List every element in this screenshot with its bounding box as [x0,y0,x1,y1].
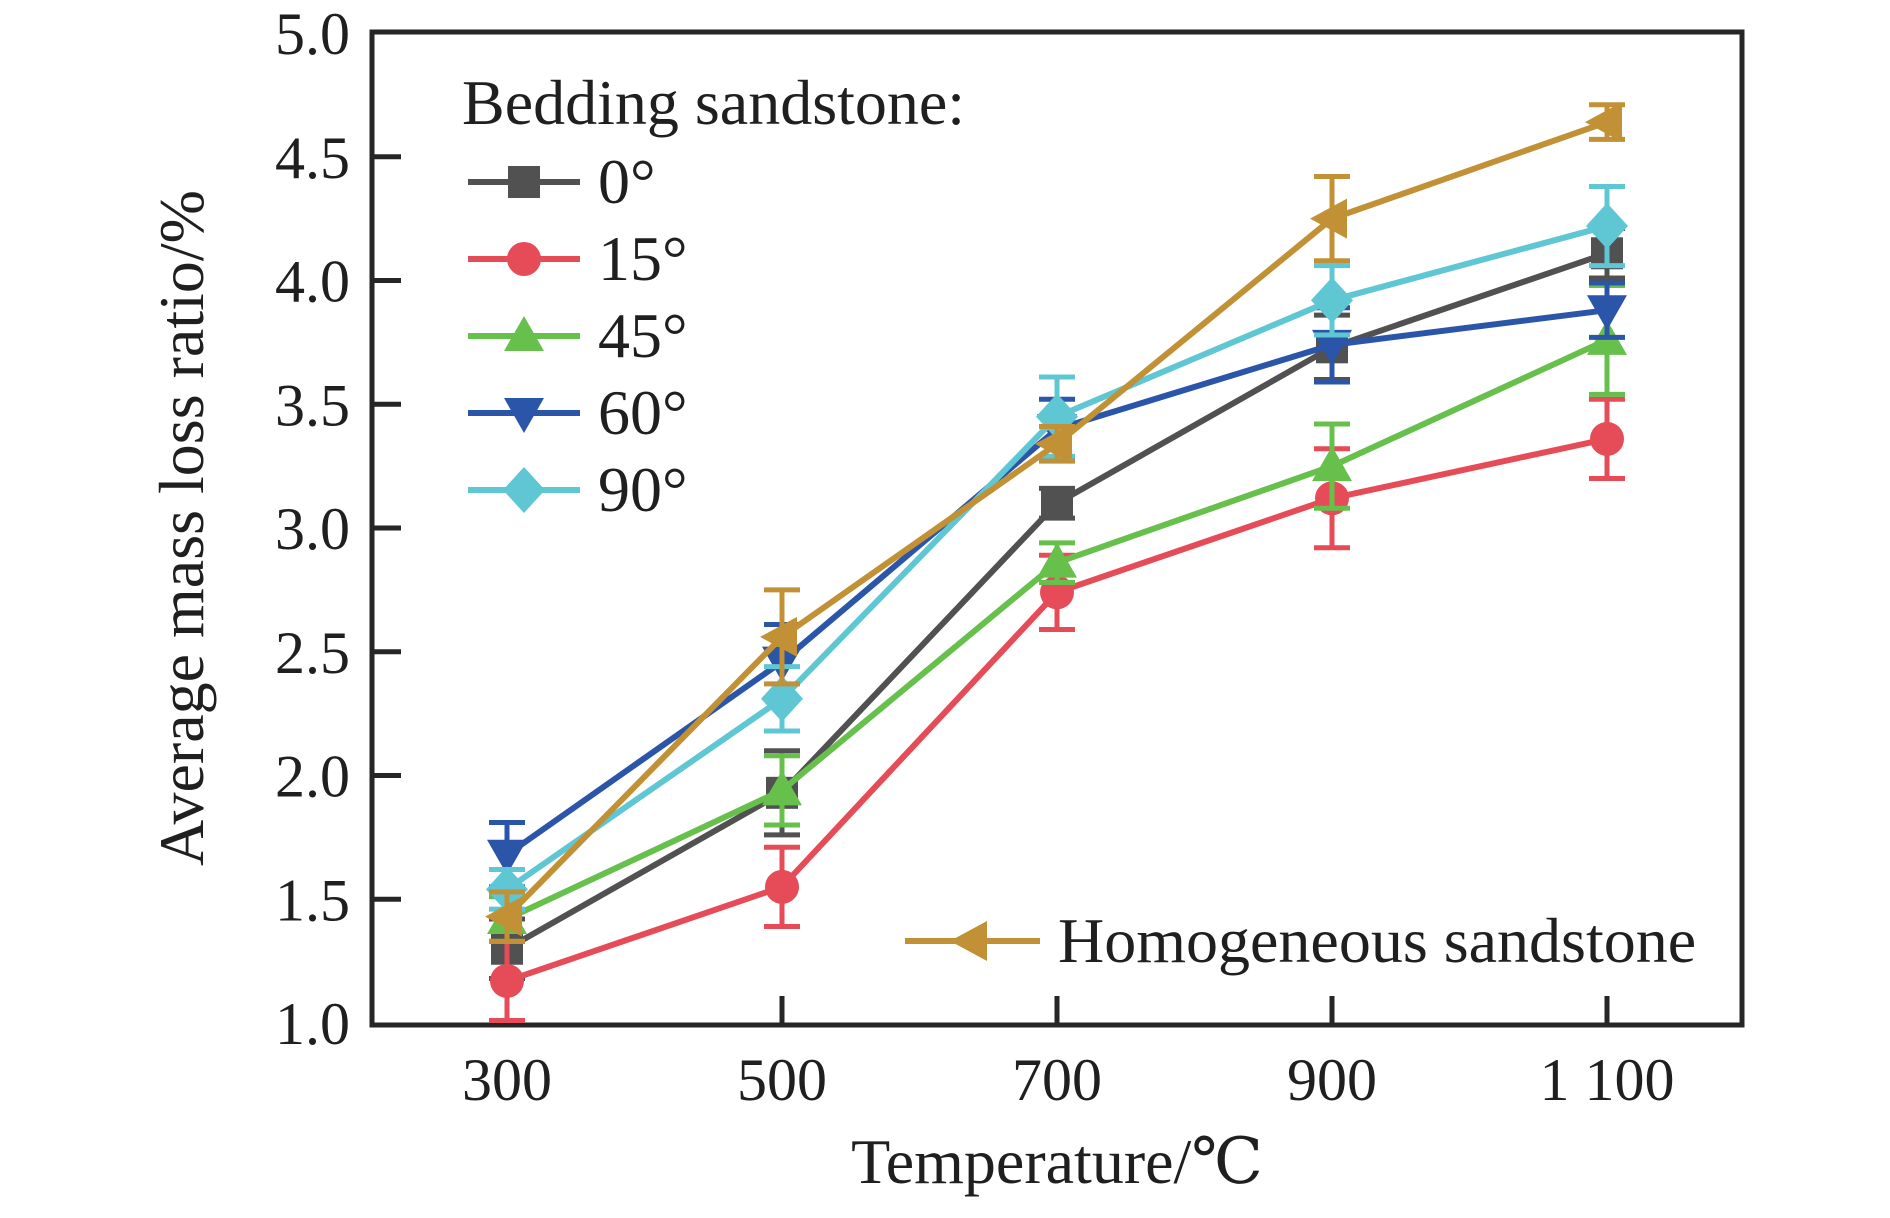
legend-item-marker [507,242,541,276]
series-marker-0 [1041,487,1073,520]
series-marker-5 [485,896,522,937]
x-tick-label: 500 [737,1047,827,1113]
x-axis-title: Temperature/℃ [851,1126,1263,1197]
y-tick-label: 2.5 [275,620,350,686]
series-marker-3 [1587,295,1627,331]
y-tick-label: 2.0 [275,744,350,810]
y-axis-title-group: Average mass loss ratio/% [146,190,217,866]
legend-item-label: 15° [598,223,688,294]
chart-generated-layer: 1.0 1.5 2.0 2.5 3.0 3.5 4.0 4.5 5.0 300 500 700 900 1… [275,1,1745,1113]
legend-item-label: 0° [598,146,656,217]
x-tick-label: 300 [462,1047,552,1113]
series-marker-2 [1037,542,1077,578]
legend2-label: Homogeneous sandstone [1058,905,1696,976]
legend2-marker [950,921,987,961]
series-marker-2 [1312,446,1352,482]
y-tick-label: 3.5 [275,372,350,438]
plot-frame [369,29,1745,1028]
series-marker-2 [762,770,802,806]
series-marker-4 [761,675,803,722]
y-tick-label: 4.0 [275,249,350,315]
series-marker-1 [490,963,524,998]
legend-item-label: 45° [598,300,688,371]
series-marker-5 [1035,423,1072,464]
series-marker-1 [1590,421,1624,456]
series-marker-4 [1311,277,1353,324]
series-marker-5 [1310,198,1347,239]
y-tick-label: 3.0 [275,496,350,562]
series-marker-3 [487,839,527,875]
series-marker-5 [760,616,797,657]
y-tick-label: 1.5 [275,867,350,933]
y-axis-title: Average mass loss ratio/% [146,190,217,866]
legend-item-marker [508,166,540,198]
series-marker-3 [1312,329,1352,365]
series-marker-1 [765,869,799,904]
legend-item-marker [503,467,545,513]
series-marker-4 [1586,203,1628,250]
legend-item-marker [504,398,544,433]
x-tick-label: 1 100 [1540,1047,1675,1113]
legend-item-label: 90° [598,454,688,525]
x-tick-label: 700 [1012,1047,1102,1113]
x-tick-label: 900 [1287,1047,1377,1113]
legend-item-label: 60° [598,377,688,448]
y-tick-label: 5.0 [275,1,350,67]
y-tick-label: 4.5 [275,125,350,191]
y-tick-label: 1.0 [275,991,350,1057]
series-marker-5 [1585,102,1622,143]
legend-item-marker [504,316,544,351]
legend-title: Bedding sandstone: [462,67,965,138]
